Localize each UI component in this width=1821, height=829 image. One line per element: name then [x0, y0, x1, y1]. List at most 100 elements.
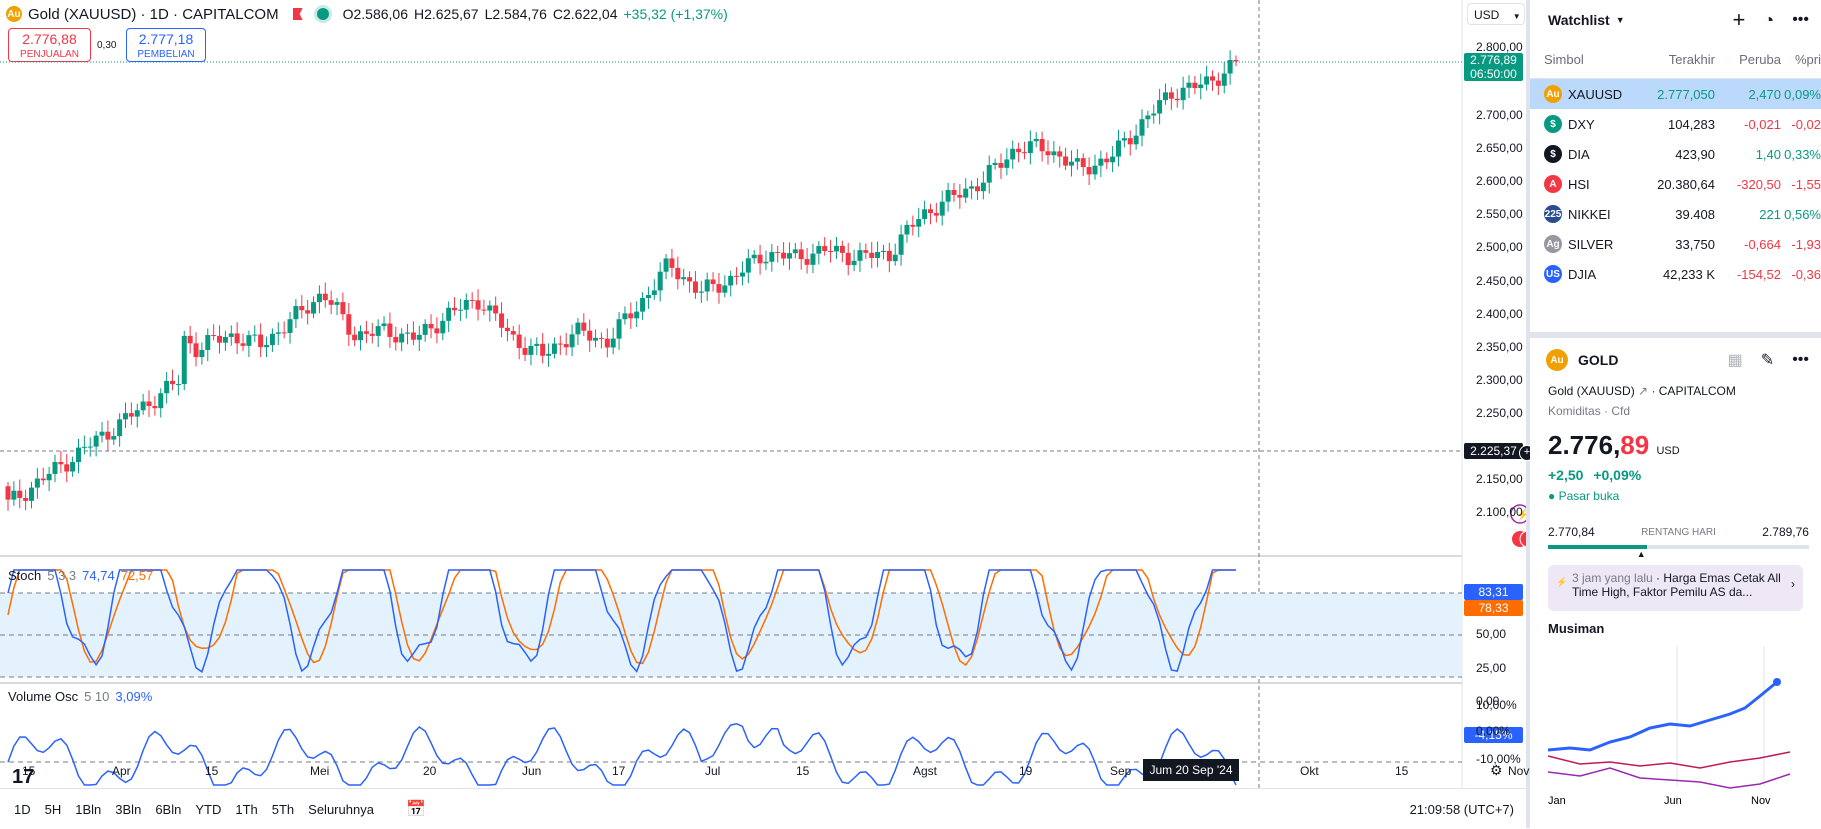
sell-button[interactable]: 2.776,88 PENJUALAN — [8, 28, 91, 62]
candle-body — [551, 343, 557, 354]
date-range-calendar-icon[interactable]: 📅 — [405, 801, 426, 818]
flag-icon[interactable] — [292, 8, 303, 20]
volume-osc-line — [7, 723, 1237, 786]
candle-body — [1027, 141, 1033, 154]
watchlist-row[interactable]: A HSI 20.380,64 -320,50 -1,55 — [1530, 169, 1821, 199]
range-ytd-button[interactable]: YTD — [195, 801, 222, 817]
seasonal-chart[interactable]: Jan Jun Nov — [1530, 636, 1821, 806]
col-pct[interactable]: %pri — [1794, 51, 1821, 67]
chevron-down-icon[interactable]: ▼ — [1615, 15, 1625, 25]
candle-body — [410, 332, 416, 340]
watchlist-symbol: NIKKEI — [1568, 206, 1611, 222]
time-axis-label: 15 — [1395, 764, 1409, 778]
candle-body — [875, 252, 881, 258]
symbol-title[interactable]: Gold (XAUUSD) · 1D · CAPITALCOM — [28, 5, 279, 23]
volume-osc-tag: -4,15% — [1464, 727, 1523, 743]
alert-clock-icon[interactable]: ◔ — [1763, 9, 1775, 30]
candle-body — [828, 251, 834, 253]
detail-type: Cfd — [1611, 404, 1631, 418]
range-1d-button[interactable]: 1D — [14, 801, 31, 817]
currency-select[interactable]: USD ▼ — [1467, 3, 1525, 25]
watchlist-row[interactable]: $ DXY 104,283 -0,021 -0,02 — [1530, 109, 1821, 139]
candle-body — [998, 162, 1004, 168]
symbol-logo-icon: $ — [1544, 145, 1562, 163]
clock[interactable]: 21:09:58 (UTC+7) — [1409, 801, 1514, 817]
candle-body — [816, 246, 822, 254]
time-axis-label: Mei — [310, 764, 330, 778]
candle-body — [546, 353, 552, 356]
watchlist-last: 42,233 K — [1662, 266, 1715, 282]
stoch-legend[interactable]: Stoch 5 3 3 74,74 72,57 — [8, 568, 153, 583]
watchlist-title[interactable]: Watchlist — [1548, 12, 1610, 28]
watchlist-row[interactable]: Au XAUUSD 2.777,050 2,470 0,09% — [1530, 79, 1821, 109]
range-5th-button[interactable]: 5Th — [271, 801, 295, 817]
more-options-icon[interactable]: ••• — [1792, 11, 1809, 28]
candle-body — [645, 295, 651, 298]
settings-gear-icon[interactable]: ⚙ — [1490, 762, 1503, 778]
candle-body — [710, 279, 716, 285]
watchlist-symbol: SILVER — [1568, 236, 1614, 252]
price-chart[interactable]: 17 ⚡ — [0, 0, 1526, 788]
lightning-icon[interactable] — [1510, 504, 1526, 524]
watchlist-row[interactable]: Ag SILVER 33,750 -0,664 -1,93 — [1530, 229, 1821, 259]
detail-change-pct: +0,09% — [1593, 467, 1642, 483]
time-axis-label: Sep — [1110, 764, 1132, 778]
day-range-fill — [1548, 545, 1648, 549]
layout-icon[interactable]: ▦ — [1727, 352, 1743, 369]
news-card[interactable]: 3 jam yang lalu · Harga Emas Cetak All T… — [1548, 565, 1803, 611]
price-axis-label: 2.250,00 — [1476, 406, 1523, 420]
watchlist-row[interactable]: $ DIA 423,90 1,40 0,33% — [1530, 139, 1821, 169]
tradingview-logo[interactable]: 17 — [12, 766, 34, 788]
seasonal-title: Musiman — [1548, 621, 1605, 636]
candle-body — [792, 249, 798, 254]
watchlist-row[interactable]: 225 NIKKEI 39.408 221 0,56% — [1530, 199, 1821, 229]
us-events-icon[interactable] — [1512, 530, 1526, 548]
more-options-icon[interactable]: ••• — [1792, 351, 1809, 368]
symbol-logo-icon: A — [1544, 175, 1562, 193]
candle-body — [534, 343, 540, 346]
candle-body — [358, 331, 364, 341]
range-6bln-button[interactable]: 6Bln — [155, 801, 182, 817]
price-axis-label: 2.550,00 — [1476, 207, 1523, 221]
candle-body — [1039, 138, 1045, 152]
candle-body — [786, 253, 792, 259]
candle-body — [904, 224, 910, 235]
volume-osc-legend[interactable]: Volume Osc 5 10 3,09% — [8, 689, 152, 704]
candle-body — [763, 261, 769, 264]
edit-icon[interactable]: ✎ — [1760, 352, 1775, 369]
candle-body — [111, 436, 117, 440]
range-1bln-button[interactable]: 1Bln — [75, 801, 102, 817]
candle-body — [722, 285, 728, 293]
range-3bln-button[interactable]: 3Bln — [115, 801, 142, 817]
detail-name[interactable]: Gold (XAUUSD) — [1548, 384, 1635, 398]
chart-area[interactable]: Au Gold (XAUUSD) · 1D · CAPITALCOM O2.58… — [0, 0, 1535, 829]
col-symbol[interactable]: Simbol — [1544, 51, 1584, 67]
candle-body — [657, 271, 663, 291]
col-change[interactable]: Peruba — [1739, 51, 1781, 67]
range-5h-button[interactable]: 5H — [44, 801, 62, 817]
candle-body — [863, 250, 869, 253]
add-symbol-icon[interactable]: + — [1732, 7, 1746, 32]
col-last[interactable]: Terakhir — [1668, 51, 1715, 67]
range-seluruhnya-button[interactable]: Seluruhnya — [308, 801, 374, 817]
candle-body — [692, 281, 698, 293]
candle-body — [1057, 151, 1063, 157]
candle-body — [452, 307, 458, 311]
candle-body — [687, 277, 693, 282]
ohlc-open: O2.586,06 — [342, 6, 408, 22]
candle-body — [1068, 161, 1074, 166]
candle-body — [540, 343, 546, 356]
bottom-toolbar: 1D 5H 1Bln 3Bln 6Bln YTD 1Th 5Th Seluruhnya 📅 21… — [0, 788, 1526, 829]
candle-body — [5, 486, 11, 500]
candle-body — [980, 182, 986, 192]
crosshair-date-value: Jum 20 Sep '24 — [1149, 763, 1233, 777]
candle-body — [222, 336, 228, 343]
range-1th-button[interactable]: 1Th — [235, 801, 258, 817]
watchlist-row[interactable]: US DJIA 42,233 K -154,52 -0,36 — [1530, 259, 1821, 289]
watchlist-last: 39.408 — [1675, 206, 1715, 222]
detail-ticker[interactable]: GOLD — [1578, 352, 1619, 368]
watchlist-columns: Simbol Terakhir Peruba %pri — [1530, 40, 1821, 79]
external-link-icon[interactable]: ↗ — [1638, 384, 1649, 398]
buy-label: PEMBELIAN — [137, 49, 195, 60]
watchlist-pct: -1,55 — [1791, 176, 1821, 192]
